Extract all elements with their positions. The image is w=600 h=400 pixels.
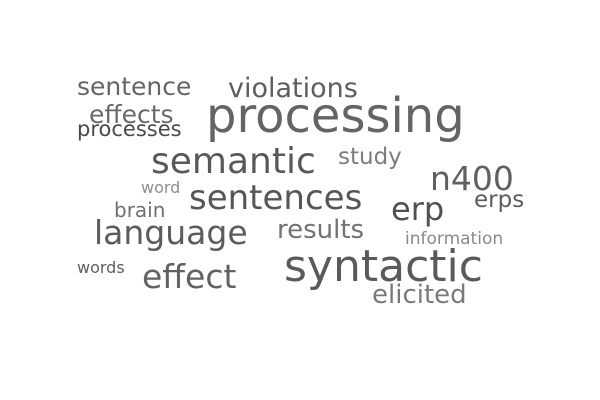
word-study: study <box>338 144 402 170</box>
word-effects: effects <box>89 100 174 129</box>
word-erp: erp <box>391 190 445 228</box>
word-semantic: semantic <box>151 141 316 182</box>
word-erps: erps <box>474 187 525 213</box>
word-sentences: sentences <box>189 178 363 218</box>
word-processing: processing <box>206 88 465 144</box>
word-syntactic: syntactic <box>284 241 483 292</box>
word-language: language <box>94 213 248 252</box>
word-n400: n400 <box>430 159 514 198</box>
word-effect: effect <box>142 257 237 296</box>
word-elicited: elicited <box>372 280 467 310</box>
word-brain: brain <box>114 198 166 222</box>
word-sentence: sentence <box>77 72 192 101</box>
word-information: information <box>405 229 504 249</box>
word-processes: processes <box>77 117 182 141</box>
word-word: word <box>141 178 181 197</box>
word-results: results <box>277 215 365 245</box>
word-violations: violations <box>228 73 358 104</box>
word-words: words <box>77 258 125 277</box>
